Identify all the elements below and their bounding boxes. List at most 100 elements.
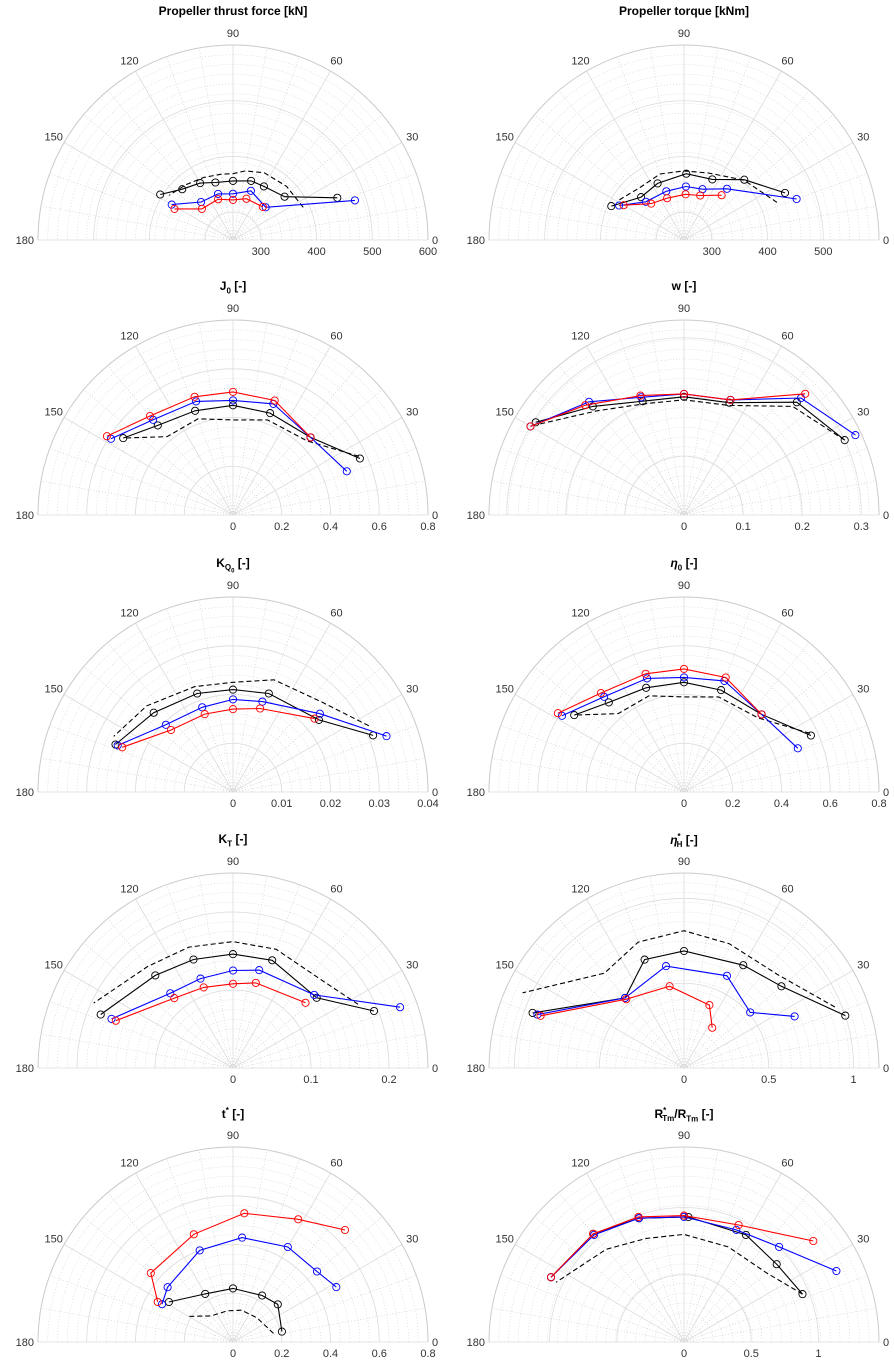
data-point [721, 673, 730, 682]
minor-arc [595, 151, 773, 241]
major-arc [598, 982, 770, 1069]
data-point [732, 1225, 741, 1234]
angle-tick-label: 180 [467, 1063, 485, 1075]
radial-tick-label: 500 [814, 246, 832, 258]
data-point [722, 971, 732, 980]
major-arc [183, 1292, 283, 1343]
angle-tick-label: 90 [678, 856, 690, 868]
minor-arc [547, 931, 821, 1069]
data-point [251, 978, 260, 987]
minor-arc [47, 606, 419, 793]
major-arc [586, 694, 782, 793]
minor-spoke [617, 884, 685, 1069]
radial-tick-label: 0.1 [735, 521, 750, 533]
minor-spoke [617, 1158, 685, 1343]
data-point [228, 195, 238, 204]
minor-arc [193, 1302, 273, 1343]
minor-arc [586, 142, 782, 241]
minor-spoke [232, 884, 300, 1069]
minor-spoke [683, 1149, 719, 1343]
data-point [757, 710, 766, 719]
minor-arc [634, 1293, 734, 1343]
series-line-1 [168, 1287, 283, 1332]
radial-tick-label: 0 [230, 521, 236, 533]
data-point [708, 175, 717, 184]
data-point [793, 744, 802, 753]
minor-spoke [232, 114, 383, 241]
data-point [526, 422, 535, 431]
minor-spoke [49, 1275, 234, 1343]
minor-arc [605, 989, 763, 1069]
angle-tick-label: 30 [406, 684, 418, 696]
angle-tick-label: 0 [432, 510, 438, 522]
minor-arc [144, 979, 322, 1069]
data-point [190, 392, 199, 401]
angle-tick-label: 30 [406, 132, 418, 144]
angle-tick-label: 150 [45, 1234, 63, 1246]
minor-arc [508, 339, 860, 516]
data-point [157, 1300, 167, 1309]
angle-tick-label: 0 [432, 1063, 438, 1075]
minor-arc [57, 64, 409, 241]
data-point [832, 1266, 841, 1276]
series-line-4 [106, 391, 311, 438]
series-line-2 [123, 418, 360, 457]
radial-tick-label: 0 [230, 1074, 236, 1086]
outer-arc [488, 319, 880, 516]
data-point [242, 194, 251, 203]
chart-title: t* [-] [221, 1106, 245, 1121]
data-point [382, 732, 391, 741]
data-point [581, 401, 590, 410]
angle-tick-label: 60 [330, 1158, 342, 1170]
series-line-4 [150, 1212, 346, 1303]
major-spoke [586, 345, 685, 516]
outer-arc [37, 872, 429, 1069]
data-point [228, 401, 238, 410]
minor-spoke [649, 322, 685, 516]
data-point [294, 1215, 303, 1224]
outer-arc [37, 1146, 429, 1343]
angle-tick-label: 60 [781, 1158, 793, 1170]
minor-spoke [683, 205, 877, 241]
minor-spoke [198, 322, 234, 516]
series-line-2 [574, 695, 811, 734]
data-point [790, 1012, 799, 1021]
series-line-2 [168, 170, 304, 208]
angle-tick-label: 0 [883, 787, 889, 799]
data-point [270, 396, 279, 405]
data-point [256, 704, 265, 713]
radial-tick-label: 0.03 [369, 798, 390, 810]
major-spoke [586, 1172, 685, 1343]
minor-arc [57, 892, 409, 1069]
minor-spoke [232, 1275, 417, 1343]
minor-arc [644, 752, 724, 793]
data-point [590, 1230, 599, 1239]
minor-spoke [166, 884, 234, 1069]
data-point [306, 433, 315, 442]
minor-arc [595, 703, 773, 793]
data-point [679, 1211, 689, 1220]
major-arc [624, 455, 744, 516]
major-arc [506, 337, 862, 516]
minor-arc [586, 1244, 782, 1343]
series-line-4 [540, 985, 713, 1028]
data-point [722, 184, 732, 193]
data-point [163, 1283, 172, 1292]
angle-tick-label: 0 [883, 1337, 889, 1349]
minor-spoke [40, 205, 234, 241]
major-arc [514, 898, 854, 1069]
minor-arc [605, 1263, 763, 1343]
minor-spoke [683, 599, 719, 793]
data-point [536, 1011, 545, 1020]
angle-tick-label: 180 [16, 510, 34, 522]
series-line-1 [611, 173, 786, 207]
data-point [643, 674, 652, 683]
radial-tick-label: 0.2 [274, 1348, 289, 1360]
major-spoke [232, 898, 331, 1069]
data-point [637, 193, 646, 202]
angle-tick-label: 180 [16, 1063, 34, 1075]
minor-spoke [683, 642, 810, 793]
minor-arc [105, 1215, 361, 1343]
chart-title: η*H [-] [670, 832, 698, 850]
data-point [809, 1236, 818, 1246]
